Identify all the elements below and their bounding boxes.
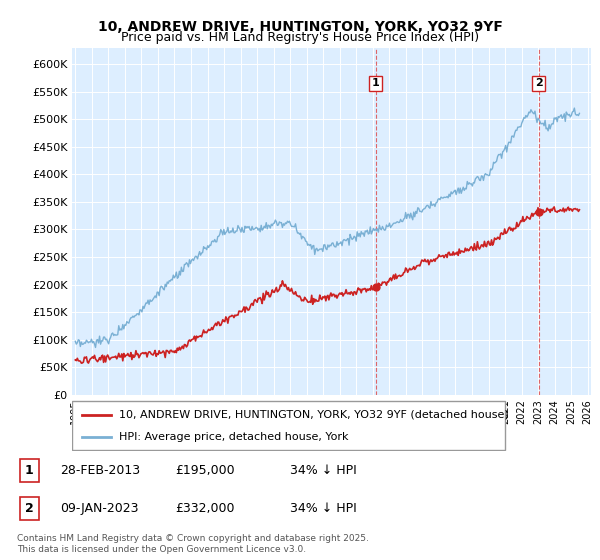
- Text: Price paid vs. HM Land Registry's House Price Index (HPI): Price paid vs. HM Land Registry's House …: [121, 31, 479, 44]
- Text: 28-FEB-2013: 28-FEB-2013: [60, 464, 140, 477]
- Text: 34% ↓ HPI: 34% ↓ HPI: [290, 502, 357, 515]
- Text: 10, ANDREW DRIVE, HUNTINGTON, YORK, YO32 9YF (detached house): 10, ANDREW DRIVE, HUNTINGTON, YORK, YO32…: [119, 409, 508, 419]
- Text: Contains HM Land Registry data © Crown copyright and database right 2025.
This d: Contains HM Land Registry data © Crown c…: [17, 534, 368, 554]
- FancyBboxPatch shape: [72, 402, 505, 450]
- Text: 1: 1: [25, 464, 34, 477]
- Text: 10, ANDREW DRIVE, HUNTINGTON, YORK, YO32 9YF: 10, ANDREW DRIVE, HUNTINGTON, YORK, YO32…: [98, 20, 502, 34]
- Text: £195,000: £195,000: [175, 464, 235, 477]
- Text: 2: 2: [535, 78, 542, 88]
- Text: 34% ↓ HPI: 34% ↓ HPI: [290, 464, 357, 477]
- Text: HPI: Average price, detached house, York: HPI: Average price, detached house, York: [119, 432, 348, 442]
- Text: £332,000: £332,000: [175, 502, 235, 515]
- Text: 2: 2: [25, 502, 34, 515]
- Text: 09-JAN-2023: 09-JAN-2023: [60, 502, 139, 515]
- Text: 1: 1: [372, 78, 380, 88]
